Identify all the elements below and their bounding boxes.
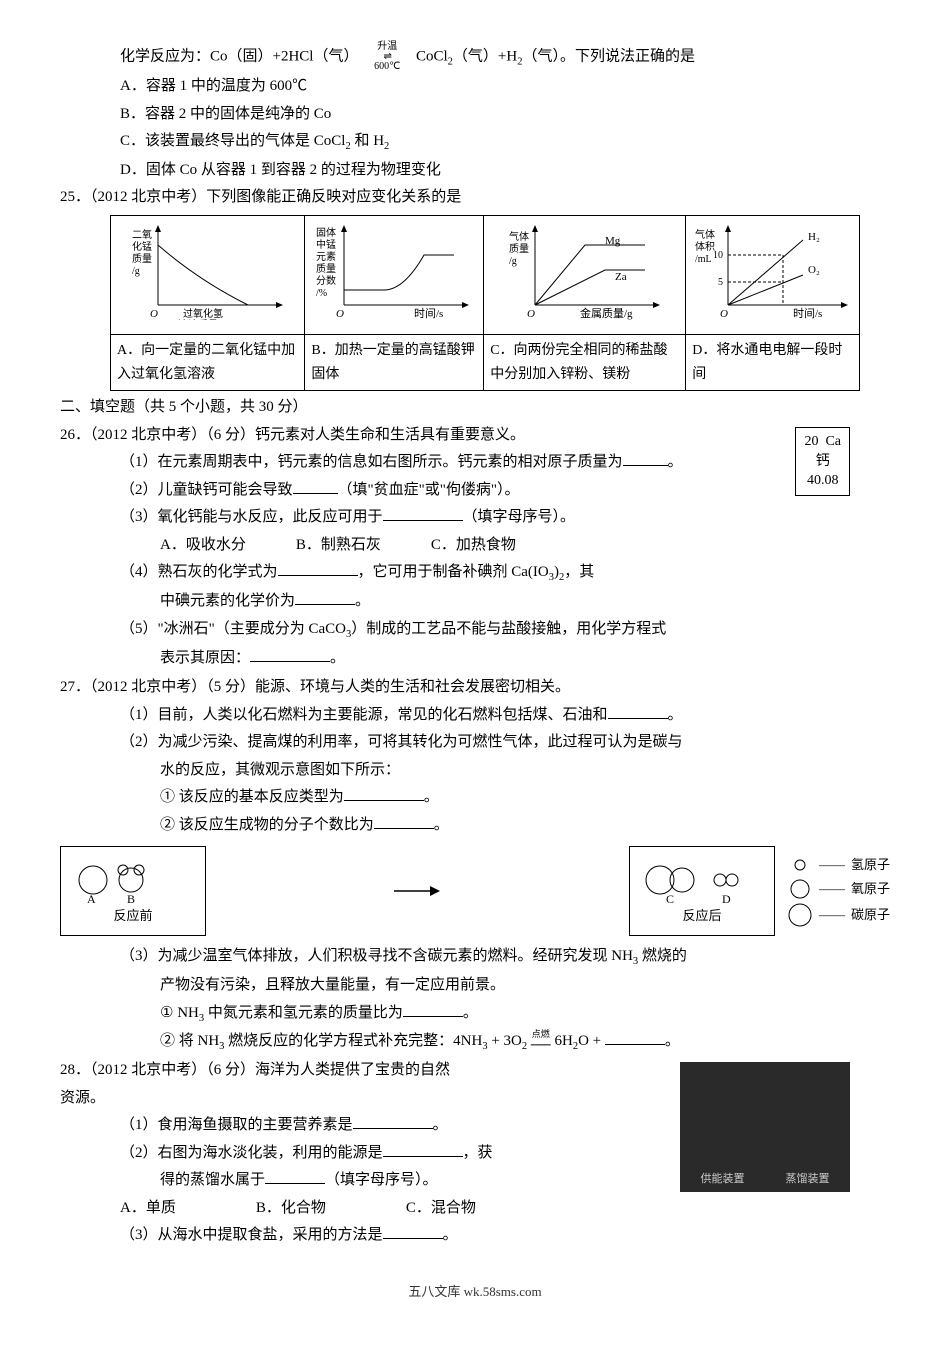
q25-graph-c: Mg Za 气体 质量 /g O 金属质量/g — [484, 215, 686, 334]
reaction-diagram: A B 反应前 C D 反应后 ——氢原子 ——氧原子 ——碳原子 — [60, 846, 890, 936]
svg-text:分数: 分数 — [316, 274, 336, 287]
svg-text:B: B — [127, 892, 135, 905]
q28: 供能装置蒸馏装置 28．（2012 北京中考）（6 分）海洋为人类提供了宝贵的自… — [60, 1058, 890, 1249]
blank[interactable] — [608, 703, 668, 719]
arrow-icon — [392, 881, 442, 901]
q24-opt-c: C．该装置最终导出的气体是 CoCl2 和 H2 — [60, 129, 890, 156]
q24-stem-pre: 化学反应为：Co（固）+2HCl（气） — [120, 48, 358, 64]
svg-text:化锰: 化锰 — [132, 240, 152, 253]
q27: 27．（2012 北京中考）（5 分）能源、环境与人类的生活和社会发展密切相关。… — [60, 675, 890, 1056]
svg-text:气体: 气体 — [695, 228, 715, 241]
svg-text:O: O — [336, 308, 344, 320]
blank[interactable] — [374, 813, 434, 829]
svg-text:/g: /g — [132, 266, 140, 277]
svg-text:Za: Za — [615, 271, 627, 283]
q24-opt-b: B．容器 2 中的固体是纯净的 Co — [60, 102, 890, 128]
blank[interactable] — [265, 1168, 325, 1184]
svg-text:质量: 质量 — [132, 253, 152, 265]
svg-text:时间/s: 时间/s — [414, 307, 443, 320]
svg-text:质量: 质量 — [509, 243, 529, 255]
q26-opt-a: A．吸收水分 — [160, 533, 246, 559]
blank[interactable] — [344, 785, 424, 801]
svg-text:O: O — [527, 308, 535, 320]
q25-graph-d: H₂ O₂ 10 5 气体 体积 /mL O 时间/s — [686, 215, 860, 334]
svg-text:H₂: H₂ — [808, 231, 820, 243]
q28-opt-c: C．混合物 — [406, 1196, 476, 1222]
q24-arrow: 升温 ⇌ 600℃ — [362, 42, 412, 72]
blank[interactable] — [250, 646, 330, 662]
q25-cap-d: D．将水通电电解一段时间 — [686, 334, 860, 391]
svg-text:质量: 质量 — [316, 263, 336, 275]
q25-graph-a: 二氧 化锰 质量 /g O 过氧化氢 溶液质量/g — [111, 215, 305, 334]
svg-text:中锰: 中锰 — [316, 238, 336, 251]
blank[interactable] — [383, 1141, 463, 1157]
svg-text:/g: /g — [509, 256, 517, 267]
svg-text:A: A — [87, 892, 96, 905]
q28-opt-b: B．化合物 — [256, 1196, 326, 1222]
svg-text:D: D — [722, 892, 731, 905]
q25-stem: 25．（2012 北京中考）下列图像能正确反映对应变化关系的是 — [60, 185, 890, 211]
svg-text:固体: 固体 — [316, 227, 336, 239]
page-footer: 五八文库 wk.58sms.com — [60, 1281, 890, 1303]
svg-text:O: O — [720, 308, 728, 320]
svg-text:时间/s: 时间/s — [793, 307, 822, 320]
svg-text:O: O — [150, 308, 158, 320]
reaction-arrow: 点燃 ── — [531, 1030, 551, 1053]
blank[interactable] — [278, 560, 358, 576]
q25-cap-b: B．加热一定量的高锰酸钾固体 — [305, 334, 484, 391]
q25-cap-a: A．向一定量的二氧化锰中加入过氧化氢溶液 — [111, 334, 305, 391]
svg-text:元素: 元素 — [316, 250, 336, 263]
svg-text:C: C — [666, 892, 674, 905]
svg-text:Mg: Mg — [605, 235, 621, 247]
blank[interactable] — [605, 1029, 665, 1045]
q25-graph-table: 二氧 化锰 质量 /g O 过氧化氢 溶液质量/g 固体 中锰 元素 质量 分数… — [110, 215, 860, 392]
blank[interactable] — [353, 1113, 433, 1129]
q26-opt-b: B．制熟石灰 — [296, 533, 381, 559]
svg-text:过氧化氢: 过氧化氢 — [183, 307, 223, 320]
blank[interactable] — [295, 589, 355, 605]
svg-text:金属质量/g: 金属质量/g — [580, 306, 633, 320]
section-2-header: 二、填空题（共 5 个小题，共 30 分） — [60, 395, 890, 421]
q25-graph-b: 固体 中锰 元素 质量 分数 /% O 时间/s — [305, 215, 484, 334]
q24-opt-a: A．容器 1 中的温度为 600℃ — [60, 74, 890, 100]
svg-text:/mL: /mL — [695, 254, 712, 265]
q26: 20 Ca 钙 40.08 26．（2012 北京中考）（6 分）钙元素对人类生… — [60, 423, 890, 671]
q24-opt-d: D．固体 Co 从容器 1 到容器 2 的过程为物理变化 — [60, 158, 890, 184]
svg-text:O₂: O₂ — [808, 264, 820, 276]
svg-text:气体: 气体 — [509, 230, 529, 243]
q26-opt-c: C．加热食物 — [431, 533, 516, 559]
blank[interactable] — [403, 1001, 463, 1017]
q28-opt-a: A．单质 — [120, 1196, 176, 1222]
svg-text:体积: 体积 — [695, 241, 715, 253]
desalination-image: 供能装置蒸馏装置 — [680, 1062, 850, 1192]
blank[interactable] — [293, 478, 338, 494]
blank[interactable] — [383, 505, 463, 521]
svg-text:/%: /% — [316, 288, 327, 299]
blank[interactable] — [383, 1223, 443, 1239]
svg-text:5: 5 — [718, 277, 723, 288]
q24-stem: 化学反应为：Co（固）+2HCl（气） 升温 ⇌ 600℃ CoCl2（气）+H… — [60, 42, 890, 72]
svg-text:二氧: 二氧 — [132, 228, 152, 241]
blank[interactable] — [623, 450, 668, 466]
q25-cap-c: C．向两份完全相同的稀盐酸中分别加入锌粉、镁粉 — [484, 334, 686, 391]
element-ca-box: 20 Ca 钙 40.08 — [795, 427, 850, 496]
